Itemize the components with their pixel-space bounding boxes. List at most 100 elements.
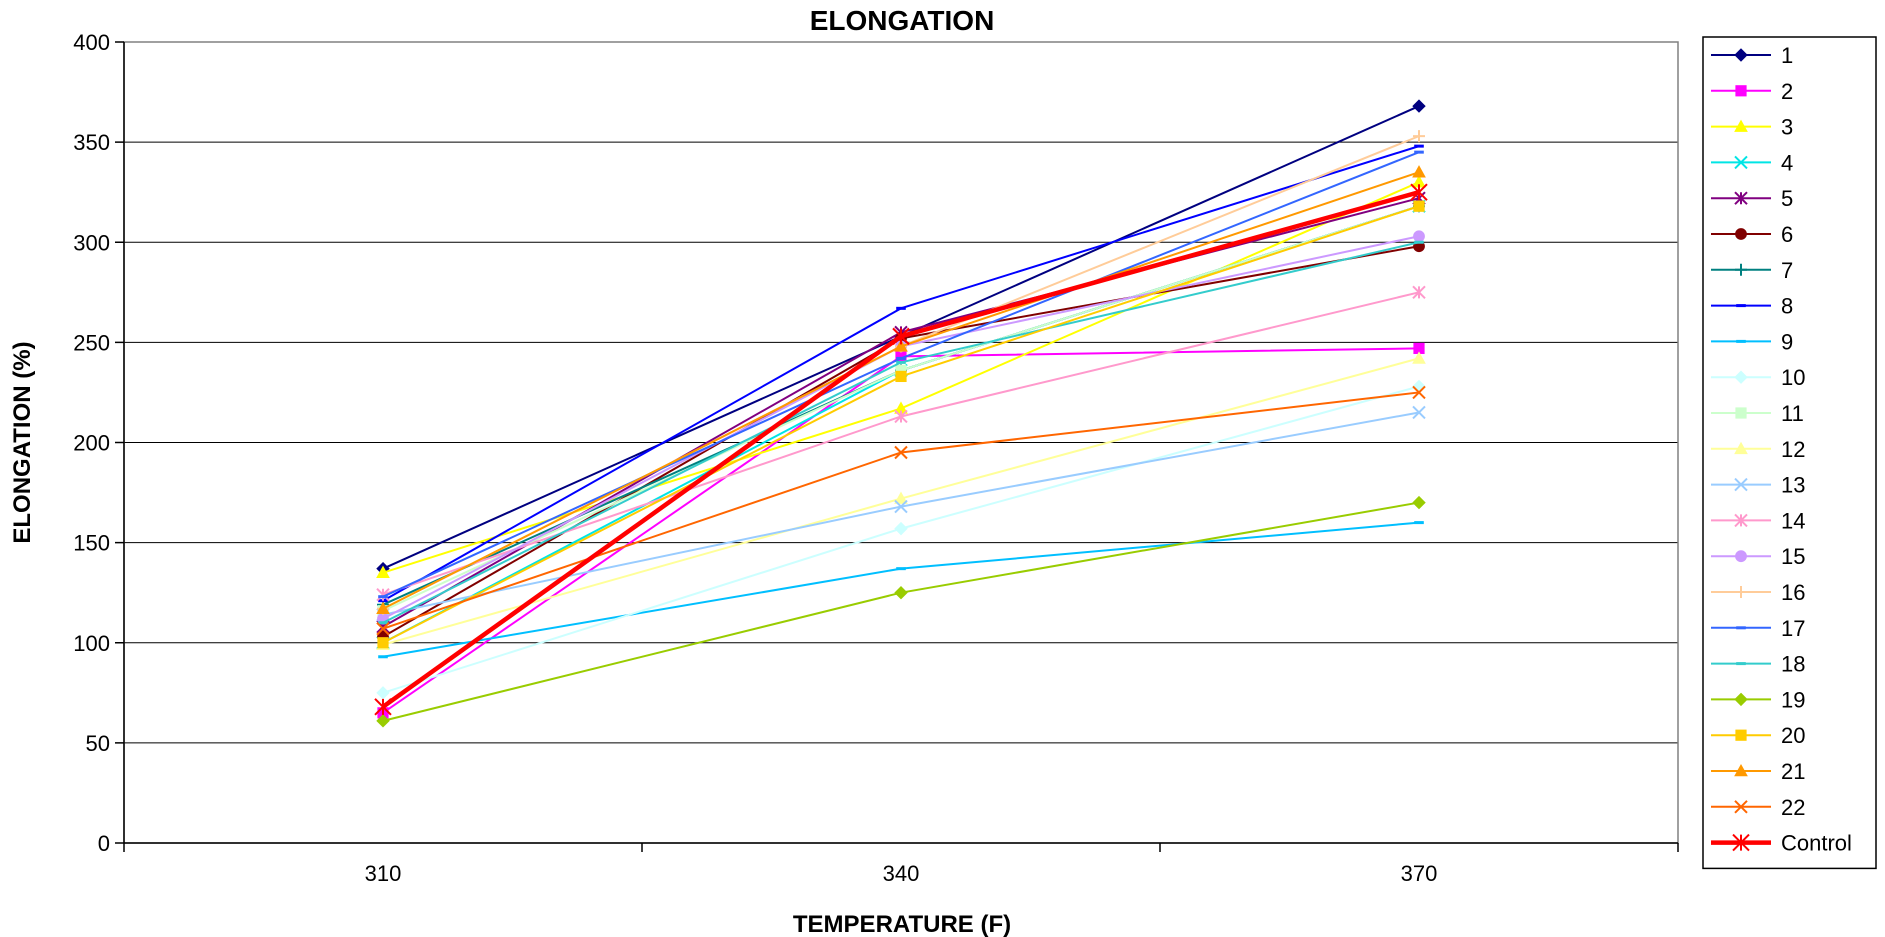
- legend-item: 8: [1711, 294, 1793, 319]
- data-point: [376, 622, 390, 636]
- legend-marker: [1736, 304, 1746, 308]
- x-tick-label: 370: [1401, 861, 1438, 886]
- legend-item: 4: [1711, 150, 1793, 175]
- legend-item: 13: [1711, 473, 1805, 498]
- legend-item: 18: [1711, 652, 1805, 677]
- data-point: [896, 306, 906, 310]
- x-axis-title: TEMPERATURE (F): [793, 911, 1011, 937]
- data-point: [1414, 521, 1424, 525]
- legend-label: 11: [1781, 401, 1804, 426]
- data-point: [1414, 150, 1424, 154]
- legend-label: 6: [1781, 222, 1793, 247]
- legend-marker: [1734, 155, 1748, 170]
- legend-marker: [1735, 407, 1747, 419]
- legend-item: 9: [1711, 329, 1793, 354]
- legend-item: 17: [1711, 616, 1805, 641]
- legend-marker: [1734, 477, 1748, 492]
- data-point: [374, 698, 392, 716]
- legend-label: 22: [1781, 795, 1805, 820]
- data-point: [1414, 144, 1424, 148]
- data-point: [896, 567, 906, 571]
- data-point: [1412, 351, 1426, 364]
- data-point: [377, 637, 389, 649]
- legend-item: 14: [1711, 508, 1805, 533]
- legend-item: 19: [1711, 687, 1805, 712]
- data-point: [376, 714, 390, 728]
- legend-marker: [1734, 441, 1748, 455]
- data-point: [896, 360, 906, 364]
- legend-marker: [1734, 191, 1748, 205]
- data-point: [1412, 165, 1426, 178]
- data-point: [1412, 385, 1426, 400]
- axes: 0 50 100 150 200 250 300 350 400 310 340 370: [73, 30, 1679, 886]
- legend-item: 3: [1711, 115, 1793, 140]
- legend-label: 1: [1781, 43, 1793, 68]
- data-point: [376, 601, 390, 615]
- data-point: [894, 409, 908, 424]
- data-point: [1413, 200, 1425, 212]
- series-18: [378, 240, 1424, 625]
- legend-label: 12: [1781, 437, 1805, 462]
- y-tick-label: 100: [73, 631, 110, 656]
- data-point: [376, 565, 390, 578]
- data-point: [378, 655, 388, 659]
- y-tick-label: 200: [73, 431, 110, 456]
- gridlines: [124, 141, 1678, 744]
- data-point: [895, 370, 907, 383]
- series-line: [382, 205, 1420, 644]
- legend-label: 21: [1781, 759, 1805, 784]
- legend-label: 18: [1781, 652, 1805, 677]
- series-line: [382, 241, 1420, 624]
- legend-marker: [1734, 692, 1748, 707]
- series-6: [377, 240, 1425, 643]
- legend-marker: [1734, 119, 1748, 132]
- x-tick-label: 310: [365, 861, 402, 886]
- data-point: [894, 499, 908, 514]
- legend-label: 15: [1781, 544, 1805, 569]
- y-axis-title: ELONGATION (%): [9, 341, 36, 543]
- series-17: [378, 150, 1424, 599]
- data-point: [894, 339, 908, 352]
- legend-item: 5: [1711, 186, 1793, 211]
- legend-item: 22: [1711, 795, 1805, 820]
- data-point: [378, 621, 388, 625]
- legend-marker: [1735, 586, 1747, 598]
- x-tick-label: 340: [883, 861, 920, 886]
- data-point: [378, 595, 388, 599]
- legend-marker: [1735, 263, 1747, 276]
- data-point: [376, 686, 390, 700]
- data-point: [1412, 99, 1426, 113]
- data-point: [892, 327, 910, 346]
- legend-item: 7: [1711, 258, 1793, 283]
- legend-item: 21: [1711, 759, 1805, 784]
- legend: 12345678910111213141516171819202122Contr…: [1702, 36, 1877, 870]
- data-point: [894, 585, 908, 600]
- legend-label: Control: [1781, 831, 1852, 856]
- legend-item: 12: [1711, 437, 1805, 462]
- data-point: [894, 521, 908, 536]
- data-point: [1413, 230, 1425, 243]
- legend-marker: [1734, 48, 1748, 62]
- legend-label: 13: [1781, 473, 1805, 498]
- legend-marker: [1734, 370, 1748, 384]
- legend-item: 20: [1711, 723, 1805, 748]
- data-point: [1412, 379, 1426, 394]
- legend-label: 7: [1781, 258, 1793, 283]
- y-tick-label: 300: [73, 230, 110, 255]
- series-22: [376, 385, 1426, 636]
- y-tick-label: 0: [98, 831, 110, 856]
- data-point: [1413, 130, 1425, 143]
- legend-label: 5: [1781, 186, 1793, 211]
- series-control: [374, 183, 1428, 716]
- data-point: [1412, 495, 1426, 510]
- data-point: [894, 445, 908, 460]
- legend-label: 16: [1781, 580, 1805, 605]
- legend-label: 8: [1781, 294, 1793, 319]
- legend-item: 10: [1711, 365, 1805, 390]
- data-point: [378, 599, 388, 603]
- data-point: [376, 587, 390, 602]
- legend-marker: [1736, 339, 1746, 343]
- legend-label: 19: [1781, 687, 1805, 712]
- legend-item: 1: [1711, 43, 1793, 68]
